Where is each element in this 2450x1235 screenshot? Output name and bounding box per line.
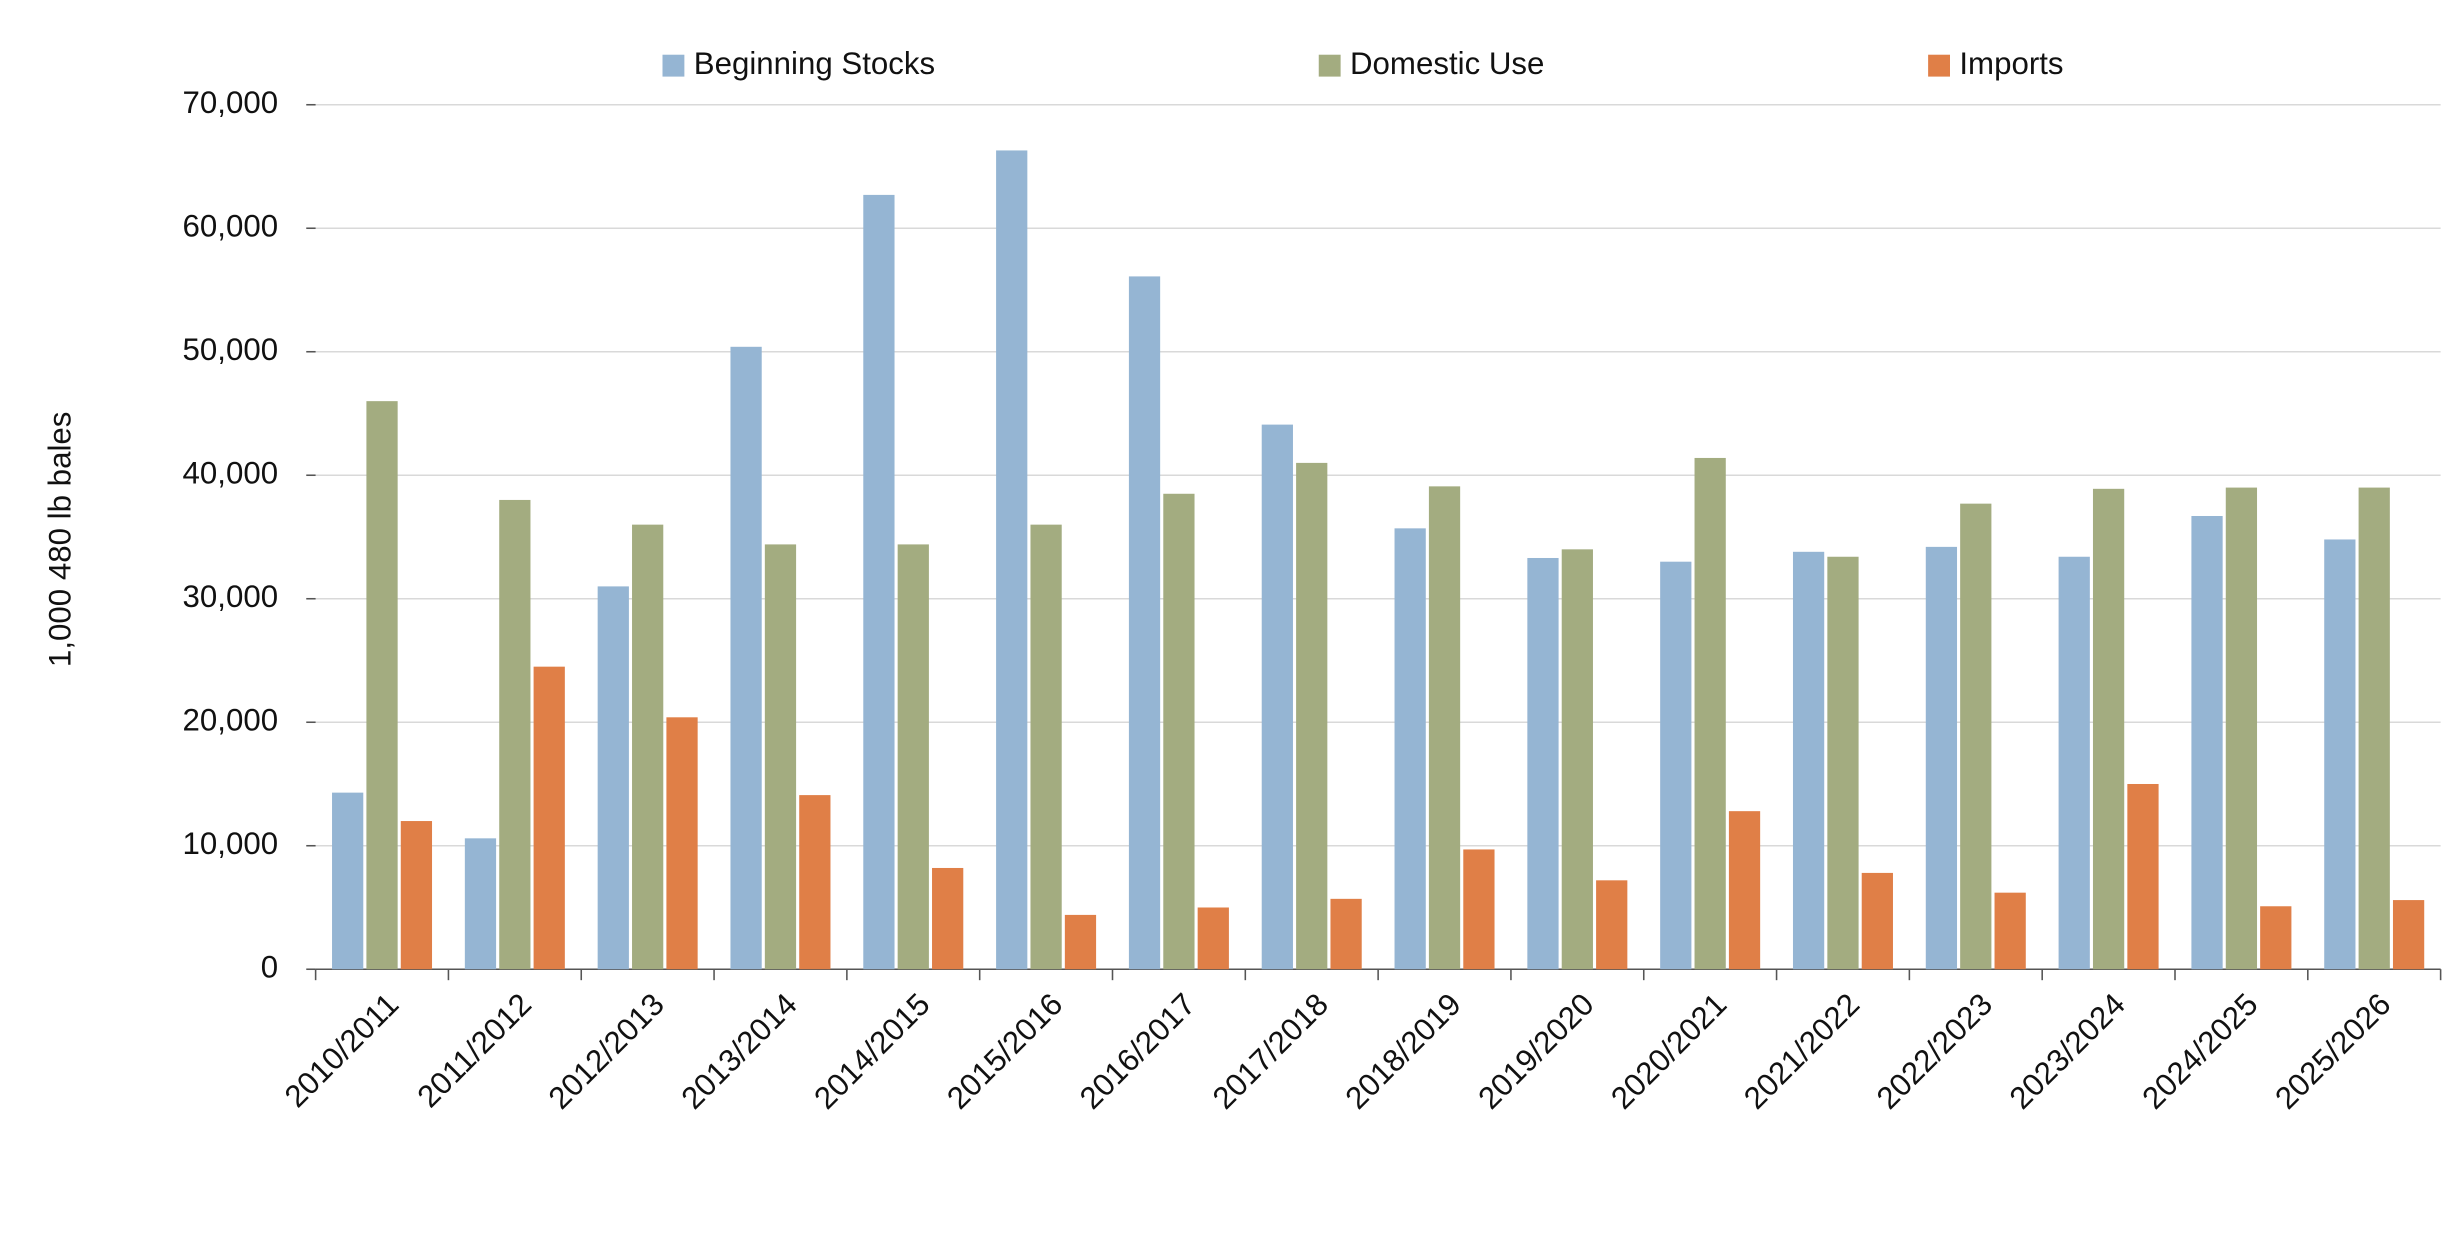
x-tick-label: 2024/2025 xyxy=(2136,987,2265,1116)
x-tick-label: 2013/2014 xyxy=(675,987,804,1116)
bar xyxy=(597,586,629,970)
x-tick-label: 2014/2015 xyxy=(807,987,936,1116)
bar xyxy=(1296,462,1328,970)
bar xyxy=(764,544,797,970)
y-axis-label: 1,000 480 lb bales xyxy=(43,412,78,667)
x-tick-label: 2022/2023 xyxy=(1870,987,1999,1116)
bar xyxy=(1925,546,1958,970)
bar xyxy=(1463,849,1495,970)
x-tick-label: 2021/2022 xyxy=(1737,987,1866,1116)
bar xyxy=(1960,503,1992,970)
bar xyxy=(1527,557,1559,970)
bar xyxy=(2058,556,2090,970)
bar xyxy=(2127,783,2159,970)
bar xyxy=(1728,811,1761,970)
bar xyxy=(1261,424,1293,970)
bar xyxy=(897,544,929,970)
bar xyxy=(1030,524,1062,970)
legend-label: Imports xyxy=(1959,46,2063,81)
x-tick-label: 2012/2013 xyxy=(542,987,671,1116)
bar xyxy=(996,150,1028,970)
bar xyxy=(1792,551,1825,970)
legend-swatch xyxy=(662,54,685,77)
legend-swatch xyxy=(1928,54,1950,77)
legend-swatch xyxy=(1318,54,1341,77)
y-tick-label: 10,000 xyxy=(183,826,279,861)
bar xyxy=(1660,561,1692,970)
bar xyxy=(1128,276,1161,970)
bar xyxy=(632,524,664,970)
bar xyxy=(2225,487,2258,970)
bar xyxy=(533,666,565,970)
bar xyxy=(464,838,497,970)
bar xyxy=(499,499,531,970)
legend-label: Beginning Stocks xyxy=(694,46,935,81)
bar xyxy=(1994,892,2026,970)
bar xyxy=(1596,880,1628,970)
bar xyxy=(366,401,398,970)
x-tick-label: 2010/2011 xyxy=(278,987,406,1115)
y-tick-label: 50,000 xyxy=(183,332,279,367)
bar xyxy=(2358,487,2390,970)
bar xyxy=(400,821,433,970)
y-tick-label: 0 xyxy=(261,949,278,984)
bar xyxy=(2260,906,2292,970)
bar xyxy=(332,792,364,970)
bar xyxy=(1861,872,1893,970)
bar xyxy=(863,194,895,970)
bar xyxy=(1197,907,1229,970)
y-tick-label: 30,000 xyxy=(183,579,279,614)
bar xyxy=(932,867,964,970)
x-tick-label: 2015/2016 xyxy=(940,987,1069,1116)
bar xyxy=(1561,549,1593,970)
bar xyxy=(1428,486,1461,970)
bar xyxy=(1330,898,1362,970)
legend-label: Domestic Use xyxy=(1350,46,1544,81)
bar xyxy=(1694,457,1726,970)
bar xyxy=(1064,914,1097,970)
y-tick-label: 60,000 xyxy=(183,208,279,243)
bar xyxy=(2191,515,2223,970)
x-tick-label: 2025/2026 xyxy=(2268,987,2397,1116)
y-tick-label: 70,000 xyxy=(183,85,279,120)
x-tick-label: 2018/2019 xyxy=(1339,987,1468,1116)
bar xyxy=(799,795,831,970)
x-tick-label: 2011/2012 xyxy=(411,987,539,1115)
x-tick-label: 2017/2018 xyxy=(1206,987,1335,1116)
x-tick-label: 2020/2021 xyxy=(1604,987,1733,1116)
x-tick-label: 2019/2020 xyxy=(1471,987,1600,1116)
x-tick-label: 2016/2017 xyxy=(1073,987,1202,1116)
bar xyxy=(1827,556,1859,970)
x-tick-label: 2023/2024 xyxy=(2003,987,2132,1116)
bar xyxy=(1394,528,1426,970)
bar xyxy=(2392,900,2425,970)
y-tick-label: 20,000 xyxy=(183,702,279,737)
y-tick-label: 40,000 xyxy=(183,455,279,490)
bar xyxy=(730,346,762,970)
bar xyxy=(2092,488,2125,970)
bar xyxy=(2324,539,2356,970)
bar xyxy=(1163,493,1195,970)
bar xyxy=(666,717,698,970)
